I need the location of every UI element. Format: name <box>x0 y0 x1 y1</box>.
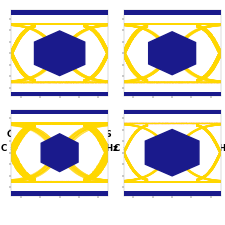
Polygon shape <box>34 32 85 76</box>
Bar <box>11 110 108 115</box>
Polygon shape <box>41 134 78 172</box>
Bar <box>124 11 220 16</box>
Text: Case 2
C = 2.5 pF, F$_C$ = 2.5 GHz: Case 2 C = 2.5 pF, F$_C$ = 2.5 GHz <box>112 129 225 154</box>
Polygon shape <box>145 130 199 176</box>
Polygon shape <box>149 33 196 75</box>
Bar <box>11 11 108 16</box>
Bar <box>11 191 108 196</box>
Bar <box>124 191 220 196</box>
Bar <box>124 92 220 97</box>
Text: Case 1 DVIULC6-4SC6
C = 0.6 pF, F$_C$ = 5.5 GHz: Case 1 DVIULC6-4SC6 C = 0.6 pF, F$_C$ = … <box>0 129 119 154</box>
Bar <box>124 110 220 115</box>
Bar <box>11 92 108 97</box>
